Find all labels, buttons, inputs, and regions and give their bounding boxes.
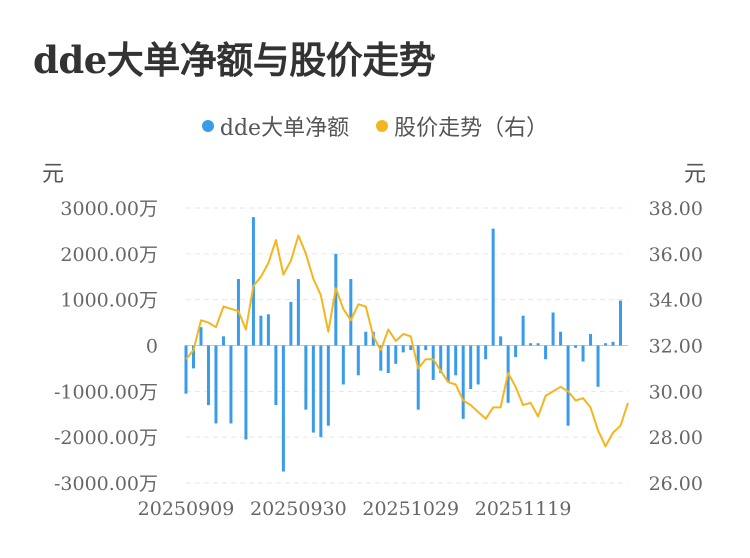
bar-mark[interactable] — [416, 345, 420, 410]
bar-mark[interactable] — [334, 253, 338, 346]
bar-mark[interactable] — [229, 345, 233, 424]
right-axis-unit: 元 — [684, 162, 707, 187]
legend-item-line[interactable]: 股价走势（右） — [376, 110, 548, 142]
bar-mark[interactable] — [274, 345, 278, 406]
x-tick-label: 20250930 — [250, 498, 347, 520]
bar-mark[interactable] — [424, 345, 428, 351]
bar-mark[interactable] — [439, 345, 443, 374]
bar-mark[interactable] — [589, 334, 593, 346]
right-tick-label: 32.00 — [649, 336, 703, 358]
bar-mark[interactable] — [289, 301, 293, 346]
bar-mark[interactable] — [536, 343, 540, 346]
bar-mark[interactable] — [604, 343, 608, 346]
bar-mark[interactable] — [461, 345, 465, 419]
bar-mark[interactable] — [476, 345, 480, 385]
bar-mark[interactable] — [259, 315, 263, 346]
bar-mark[interactable] — [191, 345, 195, 369]
bar-mark[interactable] — [596, 345, 600, 387]
bar-mark[interactable] — [529, 343, 533, 346]
right-tick-label: 28.00 — [649, 427, 703, 449]
bar-mark[interactable] — [251, 217, 255, 346]
legend-item-bars[interactable]: dde大单净额 — [201, 110, 350, 142]
bar-mark[interactable] — [574, 345, 578, 348]
right-tick-label: 26.00 — [649, 473, 703, 495]
axis-labels: 3000.00万 2000.00万 1000.00万 0 -1000.00万 -2000.… — [54, 198, 703, 520]
bar-mark[interactable] — [386, 345, 390, 374]
x-tick-label: 20251029 — [362, 498, 459, 520]
bar-mark[interactable] — [326, 345, 330, 426]
bar-mark[interactable] — [266, 314, 270, 346]
bar-mark[interactable] — [199, 327, 203, 346]
bar-mark[interactable] — [221, 336, 225, 346]
bar-mark[interactable] — [184, 345, 188, 394]
bar-mark[interactable] — [371, 331, 375, 346]
left-axis-unit: 元 — [42, 162, 65, 187]
left-tick-label: -1000.00万 — [54, 381, 158, 403]
bar-mark[interactable] — [469, 345, 473, 390]
bar-mark[interactable] — [281, 345, 285, 472]
right-tick-label: 38.00 — [649, 198, 703, 220]
bar-mark[interactable] — [611, 341, 615, 346]
legend-label-line: 股价走势（右） — [394, 116, 549, 141]
bar-mark[interactable] — [304, 345, 308, 410]
bar-mark[interactable] — [499, 336, 503, 346]
right-tick-label: 36.00 — [649, 244, 703, 266]
price-line[interactable] — [185, 234, 629, 448]
bar-series — [184, 217, 623, 472]
line-series — [185, 234, 629, 448]
bar-mark[interactable] — [491, 228, 495, 346]
bar-mark[interactable] — [364, 331, 368, 346]
bar-mark[interactable] — [559, 331, 563, 346]
bar-mark[interactable] — [206, 345, 210, 406]
left-tick-label: 0 — [146, 336, 158, 358]
left-tick-label: 1000.00万 — [60, 290, 158, 312]
left-tick-label: -3000.00万 — [54, 473, 158, 495]
x-tick-label: 20250909 — [138, 498, 235, 520]
right-tick-label: 30.00 — [649, 381, 703, 403]
bar-mark[interactable] — [431, 345, 435, 380]
bar-mark[interactable] — [244, 345, 248, 440]
legend: dde大单净额 股价走势（右） — [0, 110, 750, 142]
bar-mark[interactable] — [454, 345, 458, 376]
left-tick-label: -2000.00万 — [54, 427, 158, 449]
bar-mark[interactable] — [566, 345, 570, 426]
right-tick-label: 34.00 — [649, 290, 703, 312]
bar-mark[interactable] — [544, 345, 548, 360]
bar-mark[interactable] — [619, 300, 623, 346]
bar-mark[interactable] — [521, 315, 525, 346]
bar-mark[interactable] — [446, 345, 450, 383]
legend-marker-bars — [201, 120, 214, 132]
bar-mark[interactable] — [356, 345, 360, 376]
bar-mark[interactable] — [514, 345, 518, 357]
bar-mark[interactable] — [394, 345, 398, 364]
bar-mark[interactable] — [379, 345, 383, 371]
bar-mark[interactable] — [296, 279, 300, 346]
bar-mark[interactable] — [581, 345, 585, 362]
legend-marker-line — [376, 120, 389, 132]
left-tick-label: 3000.00万 — [60, 198, 158, 220]
bar-mark[interactable] — [409, 345, 413, 351]
left-tick-label: 2000.00万 — [60, 244, 158, 266]
bar-mark[interactable] — [401, 345, 405, 353]
bar-mark[interactable] — [551, 312, 555, 346]
bar-mark[interactable] — [341, 345, 345, 385]
bar-mark[interactable] — [319, 345, 323, 438]
bar-mark[interactable] — [349, 279, 353, 346]
bar-mark[interactable] — [311, 345, 315, 433]
bar-mark[interactable] — [214, 345, 218, 424]
x-tick-label: 20251119 — [475, 498, 572, 520]
bar-mark[interactable] — [484, 345, 488, 360]
chart-title: dde大单净额与股价走势 — [33, 38, 436, 82]
legend-label-bars: dde大单净额 — [219, 116, 350, 141]
